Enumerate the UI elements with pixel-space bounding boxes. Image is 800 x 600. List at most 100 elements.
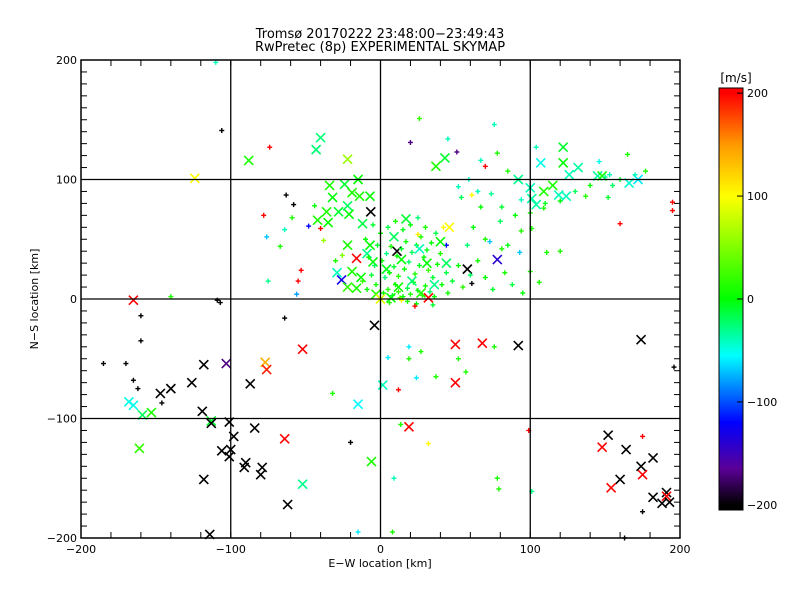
data-point-plus	[375, 242, 381, 248]
data-point-plus	[499, 204, 505, 210]
data-point-plus	[670, 199, 676, 205]
data-point-cross	[377, 379, 388, 391]
data-point-plus	[572, 188, 578, 194]
data-point-plus	[159, 400, 165, 406]
data-point-plus	[291, 202, 297, 208]
chart-subtitle: RwPretec (8p) EXPERIMENTAL SKYMAP	[255, 40, 505, 55]
data-point-cross	[406, 276, 418, 287]
y-axis-label: N−S location [km]	[28, 249, 41, 350]
data-point-plus	[412, 271, 418, 277]
data-point-plus	[460, 284, 466, 290]
data-point-plus	[401, 266, 407, 272]
data-point-plus	[385, 355, 391, 361]
data-point-cross	[538, 186, 549, 197]
colorbar-tick-label: 0	[747, 293, 754, 306]
data-point-plus	[330, 390, 336, 396]
data-point-cross	[282, 499, 293, 510]
data-point-plus	[491, 122, 497, 128]
data-point-plus	[475, 258, 481, 264]
data-point-plus	[398, 421, 404, 427]
data-point-plus	[261, 212, 267, 218]
data-point-cross	[558, 142, 569, 153]
data-point-plus	[295, 278, 301, 284]
data-point-plus	[318, 225, 324, 231]
data-point-plus	[433, 374, 439, 380]
colorbar-tick-label: 100	[747, 190, 768, 203]
data-point-plus	[395, 273, 401, 279]
data-point-plus	[406, 259, 412, 265]
data-point-cross	[423, 292, 434, 303]
data-point-cross	[561, 191, 572, 202]
data-point-cross	[198, 359, 209, 370]
data-points	[100, 59, 677, 541]
data-point-plus	[454, 149, 460, 155]
data-point-plus	[470, 224, 476, 230]
data-point-plus	[406, 356, 412, 362]
data-point-cross	[606, 482, 617, 493]
data-point-plus	[425, 441, 431, 447]
data-point-plus	[596, 159, 602, 165]
data-point-cross	[403, 421, 415, 432]
data-point-cross	[396, 254, 407, 265]
data-point-plus	[312, 203, 318, 209]
data-point-cross	[224, 451, 235, 462]
data-point-plus	[496, 486, 502, 492]
data-point-plus	[482, 163, 488, 169]
data-point-plus	[339, 252, 345, 258]
data-point-plus	[421, 254, 427, 260]
data-point-plus	[430, 274, 436, 280]
data-point-plus	[428, 240, 434, 246]
data-point-cross	[245, 378, 256, 389]
data-point-plus	[385, 286, 391, 292]
data-point-cross	[165, 383, 176, 394]
x-tick-label: 0	[377, 543, 384, 556]
data-point-plus	[400, 227, 406, 233]
data-point-cross	[637, 469, 648, 480]
data-point-plus	[360, 278, 366, 284]
data-point-plus	[217, 300, 223, 306]
data-point-cross	[186, 377, 197, 388]
data-point-plus	[583, 193, 589, 199]
data-point-plus	[391, 475, 397, 481]
data-point-plus	[445, 290, 451, 296]
data-point-cross	[414, 243, 425, 254]
grid	[81, 60, 680, 538]
data-point-plus	[464, 242, 470, 248]
data-point-cross	[297, 344, 308, 355]
data-point-plus	[505, 168, 511, 174]
data-point-plus	[294, 291, 300, 297]
data-point-cross	[435, 236, 446, 247]
data-point-plus	[502, 270, 508, 276]
colorbar-tick-label: −200	[747, 499, 777, 512]
colorbar-tick-label: −100	[747, 396, 777, 409]
data-point-plus	[430, 302, 436, 308]
data-point-plus	[671, 364, 677, 370]
x-tick-label: −100	[216, 543, 246, 556]
data-point-cross	[381, 264, 392, 275]
x-tick-label: 200	[670, 543, 691, 556]
data-point-plus	[422, 283, 428, 289]
data-point-cross	[621, 444, 632, 455]
data-point-plus	[409, 249, 415, 255]
data-point-cross	[351, 253, 362, 264]
data-point-cross	[400, 213, 412, 225]
data-point-cross	[647, 452, 659, 464]
data-point-cross	[664, 497, 675, 508]
data-point-plus	[478, 204, 484, 210]
data-point-plus	[392, 218, 398, 224]
data-point-plus	[505, 242, 511, 248]
data-point-plus	[434, 261, 440, 267]
data-point-plus	[557, 198, 563, 204]
data-point-cross	[297, 479, 308, 490]
data-point-cross	[346, 187, 358, 198]
data-point-plus	[404, 298, 410, 304]
data-point-plus	[497, 218, 503, 224]
data-point-cross	[221, 358, 232, 369]
data-point-plus	[364, 286, 370, 292]
data-point-plus	[386, 300, 392, 306]
data-point-cross	[462, 264, 473, 275]
data-point-plus	[366, 254, 372, 260]
data-point-plus	[478, 157, 484, 163]
y-tick-label: −200	[47, 532, 77, 545]
data-point-plus	[482, 274, 488, 280]
